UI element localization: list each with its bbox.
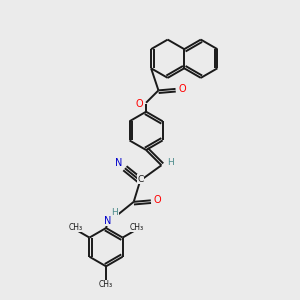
Text: O: O — [154, 195, 161, 205]
Text: CH₃: CH₃ — [69, 223, 83, 232]
Text: O: O — [136, 99, 143, 109]
Text: C: C — [137, 175, 143, 184]
Text: CH₃: CH₃ — [99, 280, 113, 290]
Text: H: H — [112, 208, 118, 217]
Text: CH₃: CH₃ — [129, 223, 143, 232]
Text: N: N — [115, 158, 122, 168]
Text: O: O — [178, 84, 186, 94]
Text: N: N — [104, 216, 112, 226]
Text: H: H — [167, 158, 174, 167]
